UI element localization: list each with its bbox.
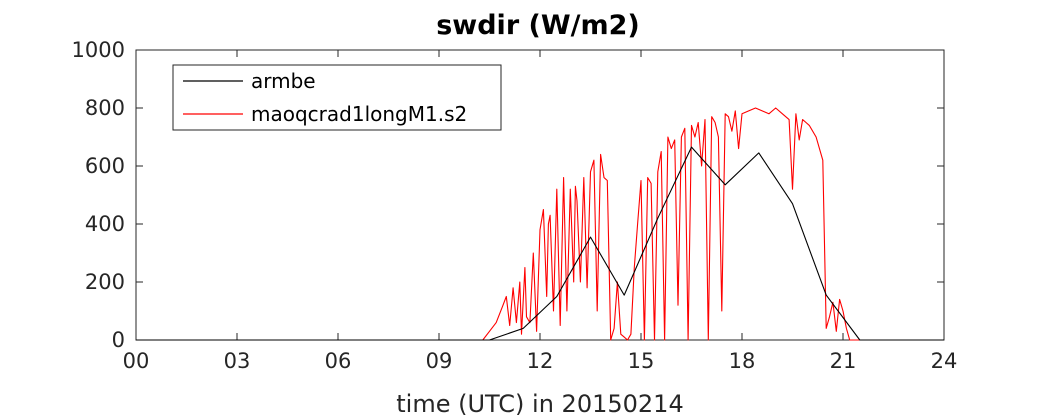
x-axis: 00 03 06 09 12 15 18 21 24 [123, 50, 958, 373]
x-tick-label: 03 [224, 349, 251, 373]
y-tick-label: 600 [85, 154, 125, 178]
x-tick-label: 12 [527, 349, 554, 373]
y-tick-label: 800 [85, 96, 125, 120]
legend-entry-label: maoqcrad1longM1.s2 [251, 102, 467, 126]
series-line-armbe [136, 146, 944, 341]
legend-entry-label: armbe [251, 69, 316, 93]
x-axis-label: time (UTC) in 20150214 [396, 390, 683, 417]
x-tick-label: 06 [325, 349, 352, 373]
series-line-maoqcrad1longm1-s2 [136, 107, 944, 341]
x-tick-label: 15 [628, 349, 655, 373]
legend: armbe maoqcrad1longM1.s2 [172, 64, 502, 131]
legend-box [172, 64, 502, 131]
x-tick-label: 21 [830, 349, 857, 373]
x-tick-label: 09 [426, 349, 453, 373]
series-lines [136, 107, 944, 341]
x-tick-label: 00 [123, 349, 150, 373]
plot-area: 00 03 06 09 12 15 18 21 24 0 200 400 600 800 1000 [72, 38, 958, 373]
x-tick-label: 24 [931, 349, 958, 373]
chart-title: swdir (W/m2) [436, 10, 640, 41]
y-tick-label: 0 [112, 328, 125, 352]
y-tick-label: 200 [85, 270, 125, 294]
x-tick-label: 18 [729, 349, 756, 373]
y-tick-label: 400 [85, 212, 125, 236]
y-tick-label: 1000 [72, 38, 125, 62]
y-axis: 0 200 400 600 800 1000 [72, 38, 944, 352]
